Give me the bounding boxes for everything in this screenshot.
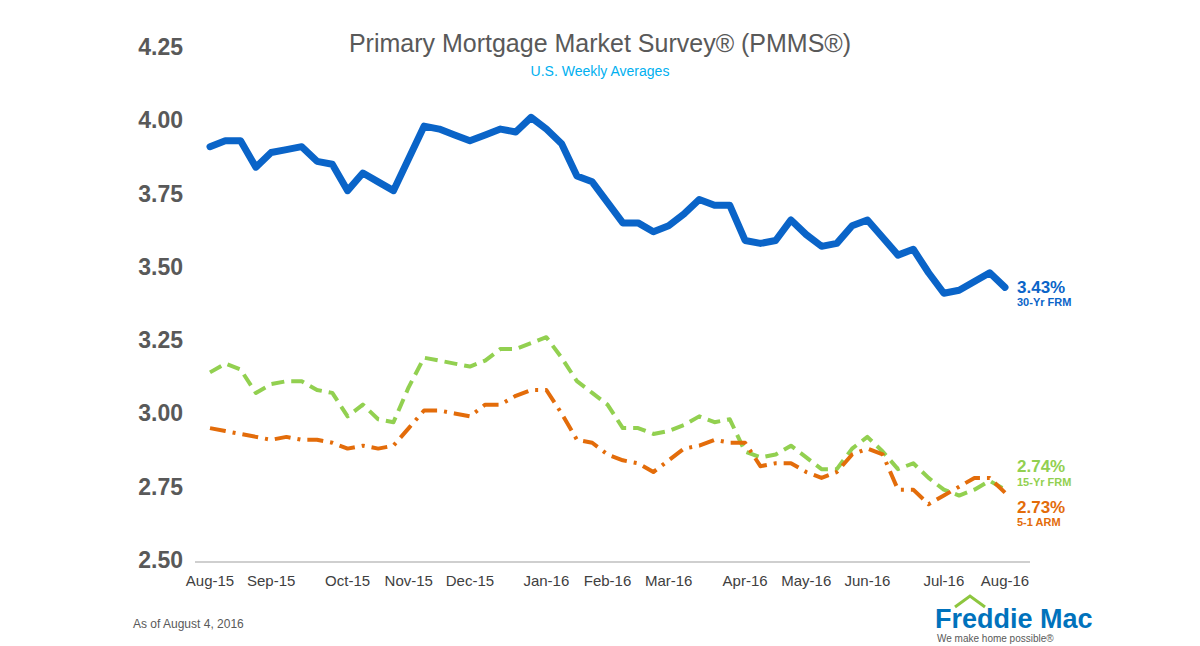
y-tick-label: 3.00: [138, 400, 183, 426]
x-tick-label: Aug-15: [186, 572, 234, 589]
y-tick-label: 4.25: [138, 34, 183, 60]
y-tick-label: 2.75: [138, 474, 183, 500]
series-label: 30-Yr FRM: [1017, 296, 1071, 308]
x-tick-label: Nov-15: [385, 572, 433, 589]
value-label: 2.74%: [1017, 457, 1065, 476]
note: As of August 4, 2016: [133, 617, 244, 631]
series-line: [210, 337, 1005, 495]
y-tick-label: 3.25: [138, 327, 183, 353]
value-label: 3.43%: [1017, 278, 1065, 297]
subtitle: U.S. Weekly Averages: [531, 63, 670, 79]
logo: Freddie MacWe make home possible®: [935, 596, 1093, 644]
x-tick-label: Feb-16: [584, 572, 632, 589]
plot-area: [210, 117, 1005, 504]
title: Primary Mortgage Market Survey® (PMMS®): [349, 29, 851, 57]
series-label: 15-Yr FRM: [1017, 476, 1071, 488]
x-tick-label: Oct-15: [325, 572, 370, 589]
x-tick-label: Apr-16: [723, 572, 768, 589]
y-tick-label: 4.00: [138, 107, 183, 133]
value-label: 2.73%: [1017, 498, 1065, 517]
x-axis-line: [195, 561, 1030, 563]
x-tick-label: Aug-16: [981, 572, 1029, 589]
tagline: We make home possible®: [937, 633, 1054, 644]
y-tick-label: 2.50: [138, 547, 183, 573]
series-line: [210, 390, 1005, 504]
y-tick-label: 3.50: [138, 254, 183, 280]
x-tick-label: Mar-16: [645, 572, 693, 589]
x-tick-label: Dec-15: [446, 572, 494, 589]
x-tick-label: Jul-16: [923, 572, 964, 589]
x-tick-label: Jan-16: [523, 572, 569, 589]
series-line: [210, 117, 1005, 293]
x-tick-label: Sep-15: [247, 572, 295, 589]
series-label: 5-1 ARM: [1017, 516, 1061, 528]
chart: Primary Mortgage Market Survey® (PMMS®) U…: [0, 0, 1200, 646]
y-tick-label: 3.75: [138, 181, 183, 207]
x-tick-label: Jun-16: [844, 572, 890, 589]
x-tick-label: May-16: [781, 572, 831, 589]
logo-text: Freddie Mac: [935, 604, 1093, 634]
